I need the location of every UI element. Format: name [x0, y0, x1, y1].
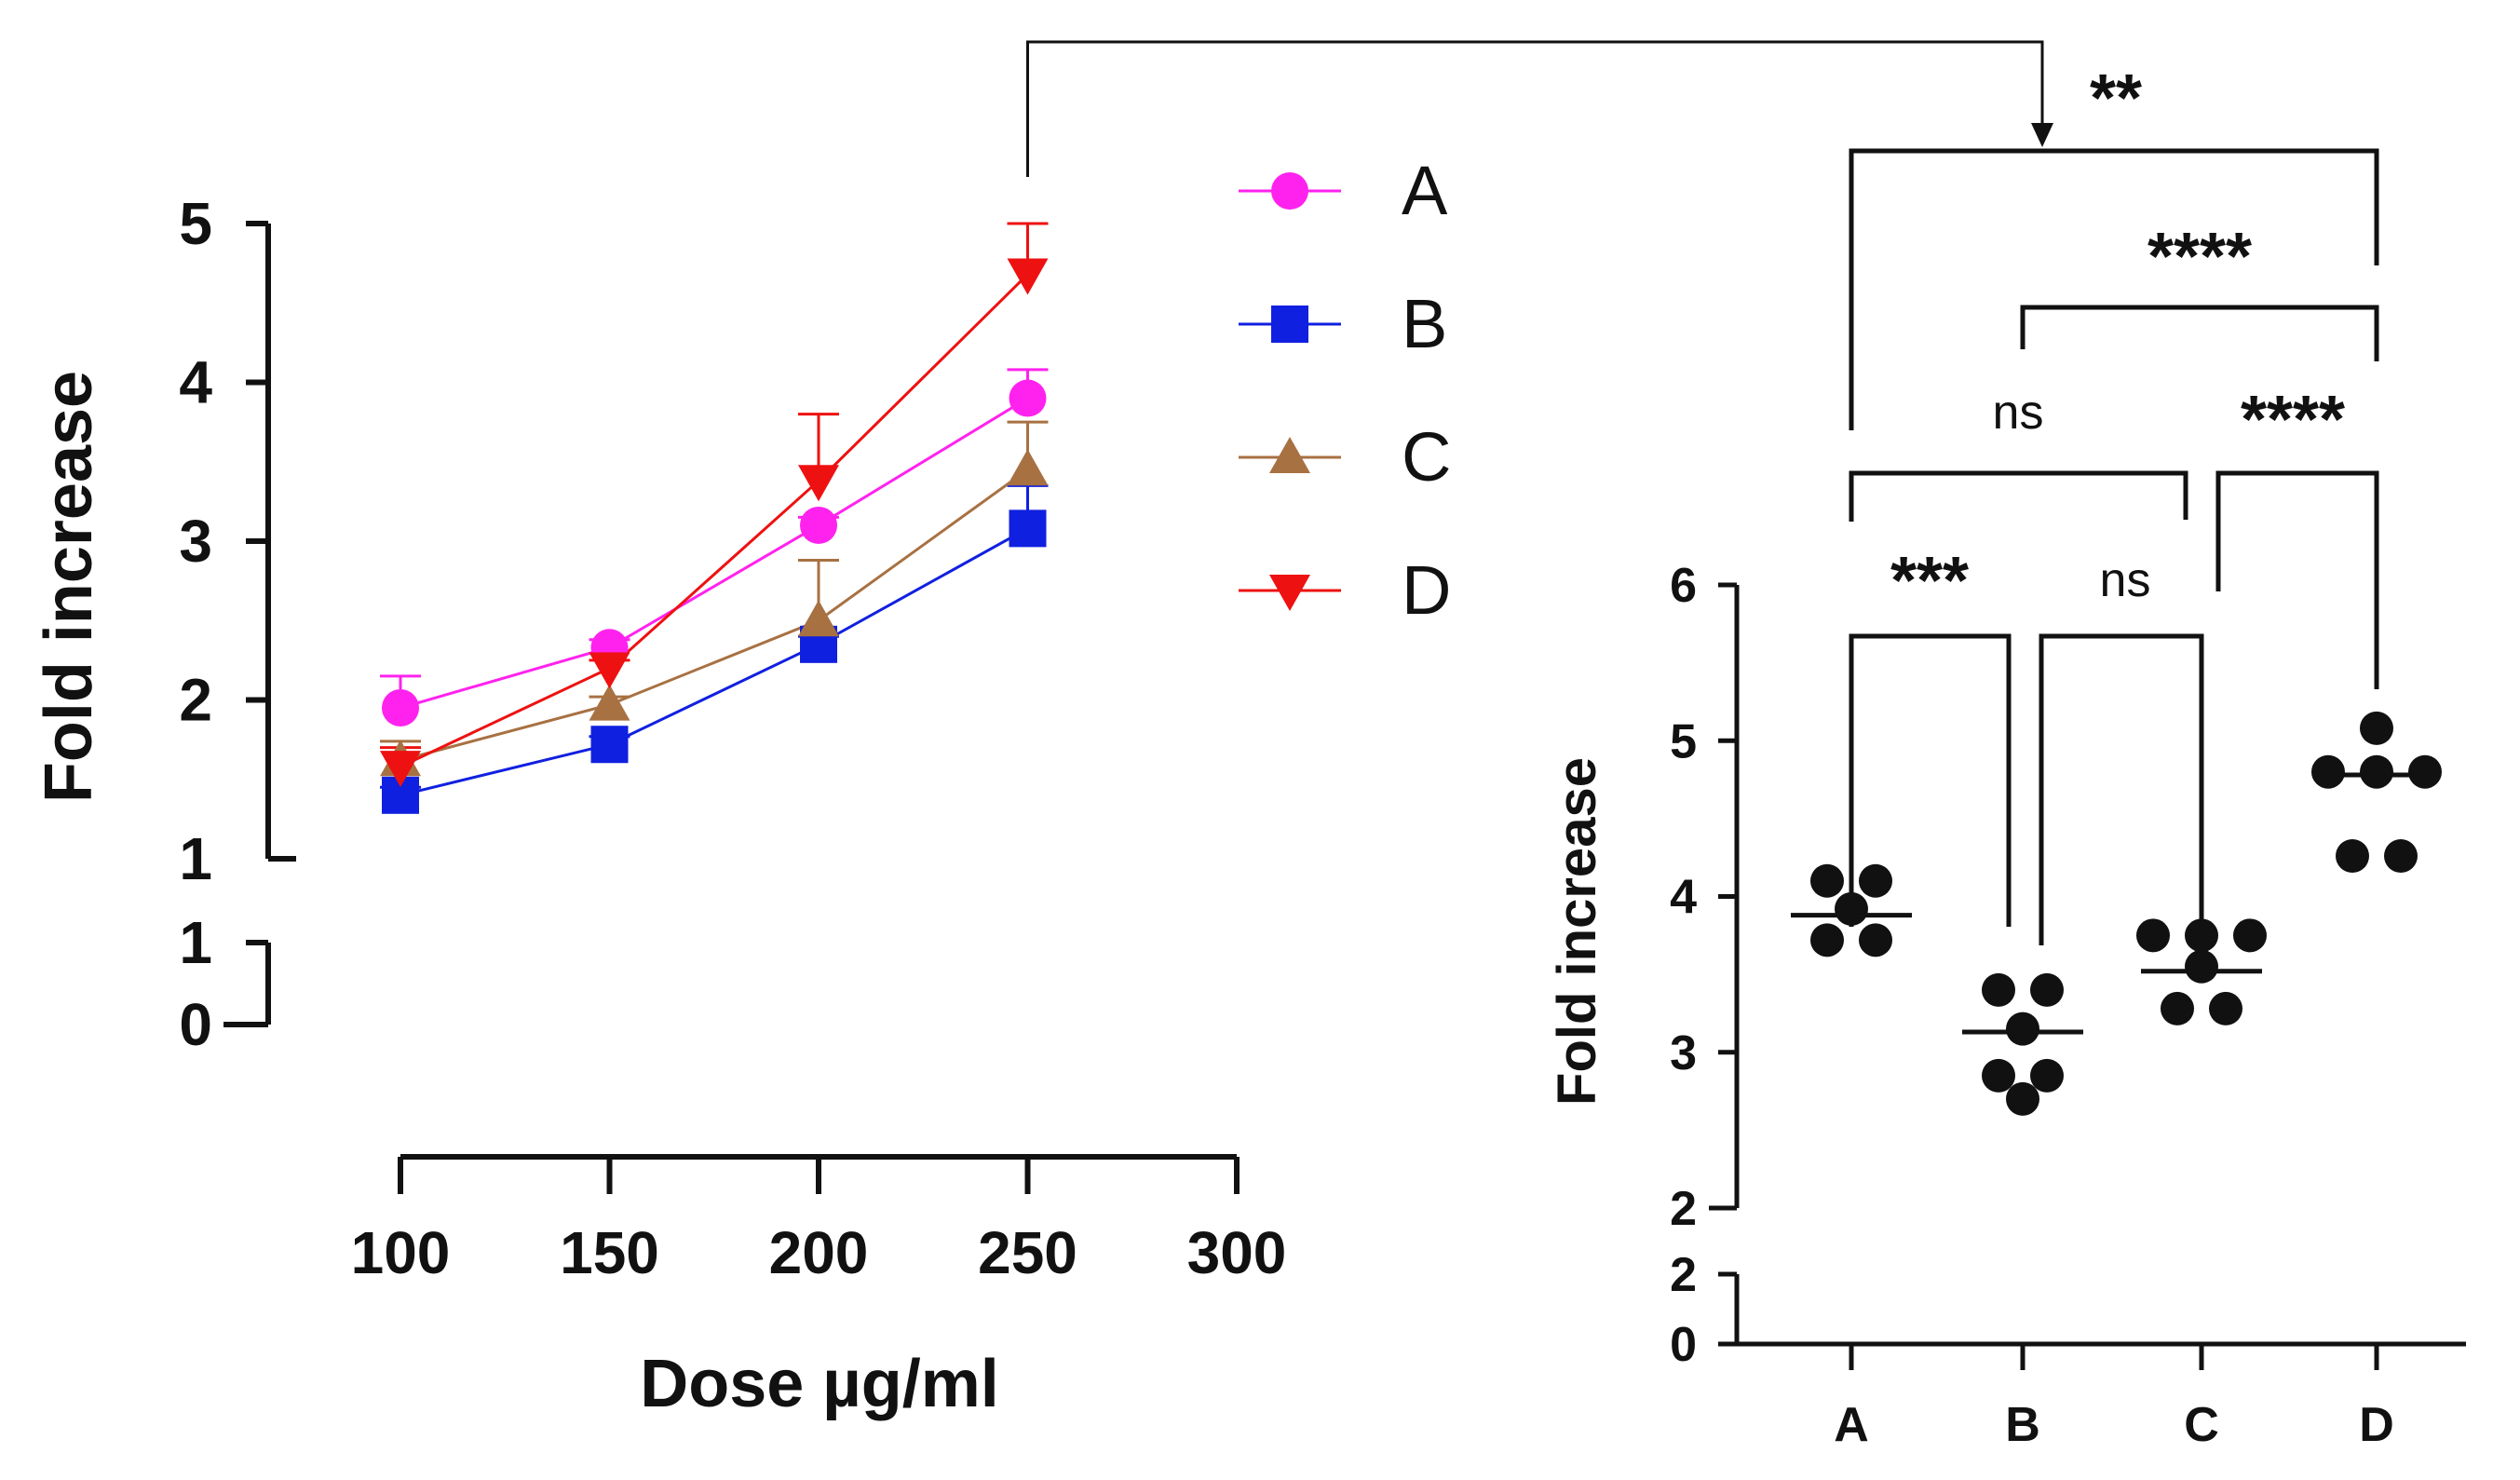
data-point-C: [2233, 918, 2267, 953]
data-point-D: [2360, 754, 2393, 789]
data-point-D: [2384, 839, 2418, 874]
y-tick-label: 2: [1670, 1182, 1697, 1236]
connector-line: [1026, 40, 2044, 177]
data-point-B: [1982, 1058, 2015, 1093]
connector-arrowhead: [2031, 123, 2053, 147]
y-tick-label: 0: [179, 991, 212, 1058]
data-point-D: [2360, 711, 2393, 745]
connector-arrow: [1026, 40, 2053, 177]
data-point-B: [1009, 509, 1047, 548]
y-tick-label: 0: [1670, 1318, 1697, 1372]
data-point-B: [2006, 1012, 2039, 1046]
legend-label: B: [1402, 285, 1447, 362]
data-point-A: [1859, 863, 1892, 898]
significance-label: ****: [2241, 383, 2345, 457]
significance-label: ns: [1993, 386, 2044, 440]
y-tick-label: 5: [1670, 714, 1697, 768]
series-line-A: [400, 397, 1029, 710]
legend-marker-D: [1269, 575, 1310, 611]
y-tick-label: 6: [1670, 559, 1697, 613]
data-point-D: [2336, 839, 2369, 874]
significance-bracket: [2039, 633, 2204, 945]
data-point-A: [1009, 379, 1047, 417]
data-point-D: [798, 465, 839, 502]
data-point-D: [2408, 754, 2442, 789]
dose-response-chart: 1 2 3 4 5 0 1 Fold increase 100 150 200 250 300 Dose …: [32, 152, 1451, 1421]
data-point-A: [1810, 863, 1844, 898]
data-point-D: [2311, 754, 2345, 789]
data-point-B: [2030, 972, 2064, 1007]
legend-label: A: [1402, 152, 1448, 229]
data-point-A: [800, 506, 837, 544]
y-axis-title: Fold increase: [32, 371, 106, 803]
significance-bracket: [1849, 148, 2379, 430]
y-tick-label: 3: [179, 508, 212, 575]
series-line-C: [400, 468, 1029, 762]
x-tick-label: 100: [351, 1219, 451, 1286]
data-point-B: [2030, 1058, 2064, 1093]
data-point-A: [382, 689, 419, 727]
data-point-D: [1007, 258, 1049, 295]
y-tick-label: 2: [179, 667, 212, 734]
data-point-C: [589, 684, 630, 721]
x-tick-label: 300: [1187, 1219, 1287, 1286]
data-point-C: [2161, 991, 2194, 1025]
y-tick-label: 5: [179, 190, 212, 257]
legend-marker-C: [1269, 437, 1310, 473]
y-tick-label: 3: [1670, 1026, 1697, 1080]
x-tick-label: B: [2005, 1398, 2040, 1452]
significance-label: ***: [1890, 544, 1969, 618]
y-tick-label: 1: [179, 825, 212, 892]
x-tick-label: D: [2359, 1398, 2394, 1452]
y-axis-title: Fold increase: [1547, 757, 1607, 1106]
data-point-C: [2209, 991, 2242, 1025]
x-tick-label: 150: [560, 1219, 659, 1286]
data-point-A: [1810, 923, 1844, 957]
legend-marker-A: [1271, 172, 1308, 210]
data-point-C: [798, 600, 839, 637]
data-point-C: [2185, 949, 2218, 984]
data-point-C: [2136, 918, 2170, 953]
significance-bracket: [1849, 633, 2012, 927]
data-point-B: [2006, 1081, 2039, 1116]
x-tick-label: 200: [769, 1219, 869, 1286]
significance-label: ns: [2100, 553, 2151, 607]
x-tick-label: 250: [978, 1219, 1077, 1286]
legend-marker-B: [1271, 306, 1308, 343]
x-tick-label: A: [1834, 1398, 1869, 1452]
significance-label: **: [2090, 61, 2142, 136]
significance-bracket: [2020, 305, 2379, 361]
data-point-A: [1859, 923, 1892, 957]
significance-bracket: [2215, 470, 2379, 689]
legend-label: D: [1402, 551, 1451, 629]
data-point-B: [1982, 972, 2015, 1007]
significance-bracket: [1849, 470, 2188, 522]
data-point-C: [1007, 449, 1049, 486]
series-line-D: [400, 273, 1029, 768]
y-tick-label: 1: [179, 909, 212, 976]
y-tick-label: 2: [1670, 1248, 1697, 1302]
series-line-B: [400, 527, 1029, 797]
data-point-C: [2185, 918, 2218, 953]
data-point-D: [380, 751, 421, 788]
y-tick-label: 4: [1670, 871, 1697, 925]
y-tick-label: 4: [179, 349, 212, 416]
x-tick-label: C: [2184, 1398, 2219, 1452]
x-axis-title: Dose µg/ml: [640, 1347, 999, 1421]
significance-label: ****: [2147, 220, 2252, 294]
data-point-B: [590, 726, 629, 764]
data-point-D: [589, 652, 630, 689]
legend-label: C: [1402, 418, 1451, 496]
